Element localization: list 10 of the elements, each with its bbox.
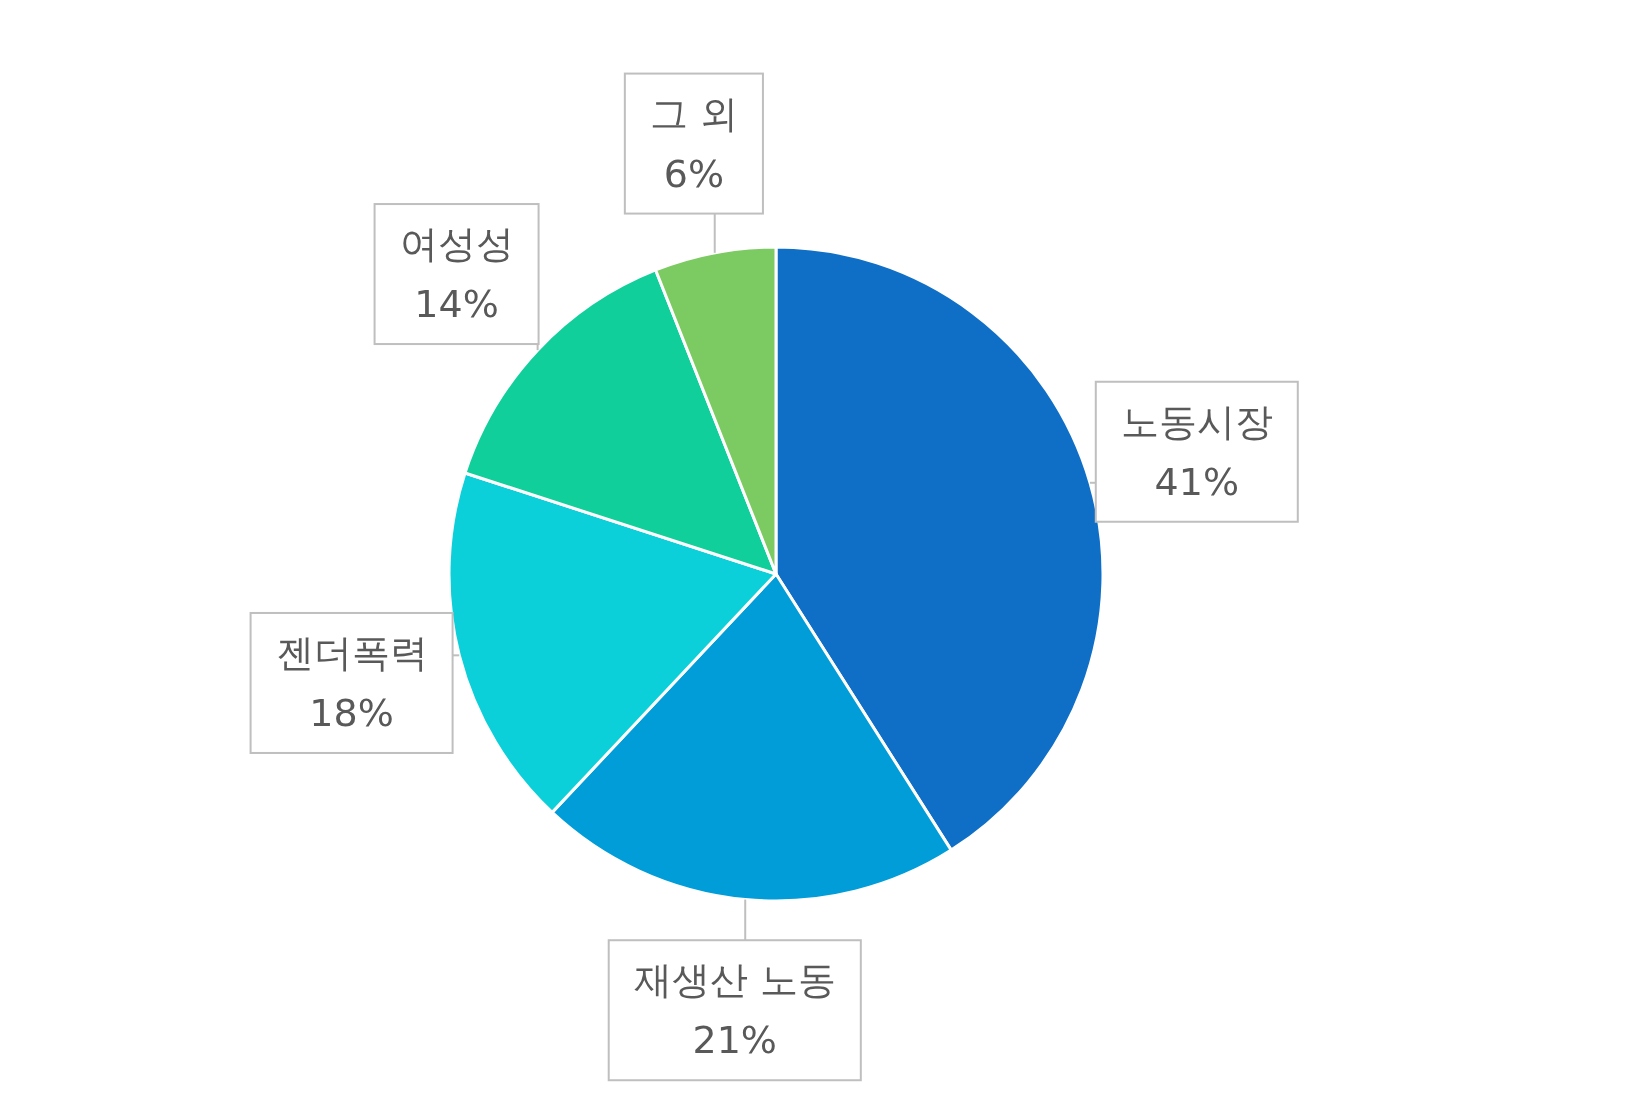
data-label: 14% <box>414 282 499 327</box>
data-label: 41% <box>1154 459 1240 504</box>
data-label: 21% <box>692 1018 777 1063</box>
slice-label: 젠더폭력 <box>275 630 428 675</box>
data-label: 18% <box>309 690 394 735</box>
slice-label: 노동시장 <box>1120 399 1273 444</box>
slice-label: 그 외 <box>649 91 738 136</box>
slice-label: 재생산 노동 <box>633 958 836 1003</box>
data-label: 6% <box>663 151 725 196</box>
slice-label: 여성성 <box>399 222 514 267</box>
